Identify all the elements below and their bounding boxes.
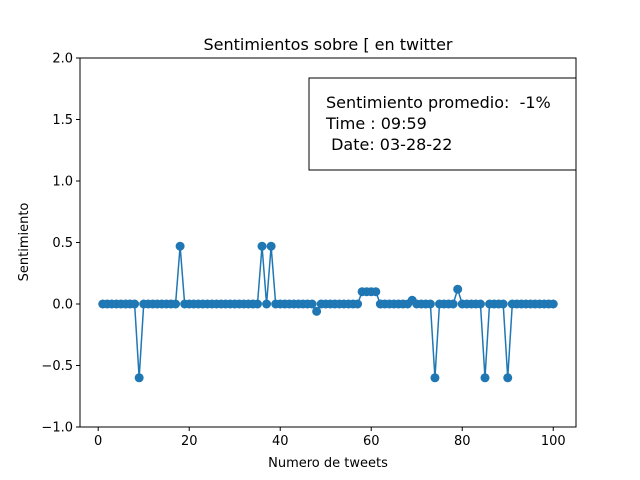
data-point — [498, 299, 508, 309]
data-point — [480, 373, 490, 383]
plot-frame — [79, 57, 577, 428]
annotation-frame — [308, 77, 577, 171]
annotation-box: Sentimiento promedio: -1% Time : 09:59 D… — [308, 77, 577, 171]
x-tick-label: 60 — [363, 434, 380, 449]
data-point — [134, 373, 144, 383]
x-tick-label: 80 — [454, 434, 471, 449]
y-tick-label: −0.5 — [41, 359, 73, 374]
y-axis-ticks: −1.0 −0.5 0.0 0.5 1.0 1.5 2.0 — [41, 52, 80, 436]
y-tick-label: 0.0 — [52, 298, 73, 313]
y-tick-label: 0.5 — [52, 236, 73, 251]
data-point — [171, 299, 181, 309]
data-point — [475, 299, 485, 309]
data-points — [98, 241, 558, 383]
data-point — [425, 299, 435, 309]
data-point — [130, 299, 140, 309]
annotation-line-time: Time : 09:59 — [325, 114, 427, 133]
y-tick-label: 1.5 — [52, 113, 73, 128]
data-point — [503, 373, 513, 383]
chart-title: Sentimientos sobre [ en twitter — [204, 35, 453, 54]
x-tick-label: 100 — [541, 434, 566, 449]
data-point — [548, 299, 558, 309]
data-point — [262, 299, 272, 309]
x-axis-ticks: 0 20 40 60 80 100 — [94, 427, 566, 449]
y-tick-label: 1.0 — [52, 175, 73, 190]
data-point — [430, 373, 440, 383]
y-axis-label: Sentimiento — [17, 203, 32, 282]
data-point — [371, 287, 381, 297]
y-tick-label: −1.0 — [41, 421, 73, 436]
data-point — [252, 299, 262, 309]
data-point — [448, 299, 458, 309]
data-point — [266, 241, 276, 251]
y-tick-label: 2.0 — [52, 52, 73, 67]
annotation-line-date: Date: 03-28-22 — [326, 135, 452, 154]
x-tick-label: 20 — [181, 434, 198, 449]
data-point — [312, 306, 322, 316]
x-axis-label: Numero de tweets — [268, 456, 388, 471]
data-point — [175, 241, 185, 251]
data-point — [353, 299, 363, 309]
x-tick-label: 0 — [94, 434, 102, 449]
annotation-line-average: Sentimiento promedio: -1% — [326, 93, 551, 112]
x-tick-label: 40 — [272, 434, 289, 449]
data-point — [257, 241, 267, 251]
data-point — [307, 299, 317, 309]
data-point — [453, 284, 463, 294]
